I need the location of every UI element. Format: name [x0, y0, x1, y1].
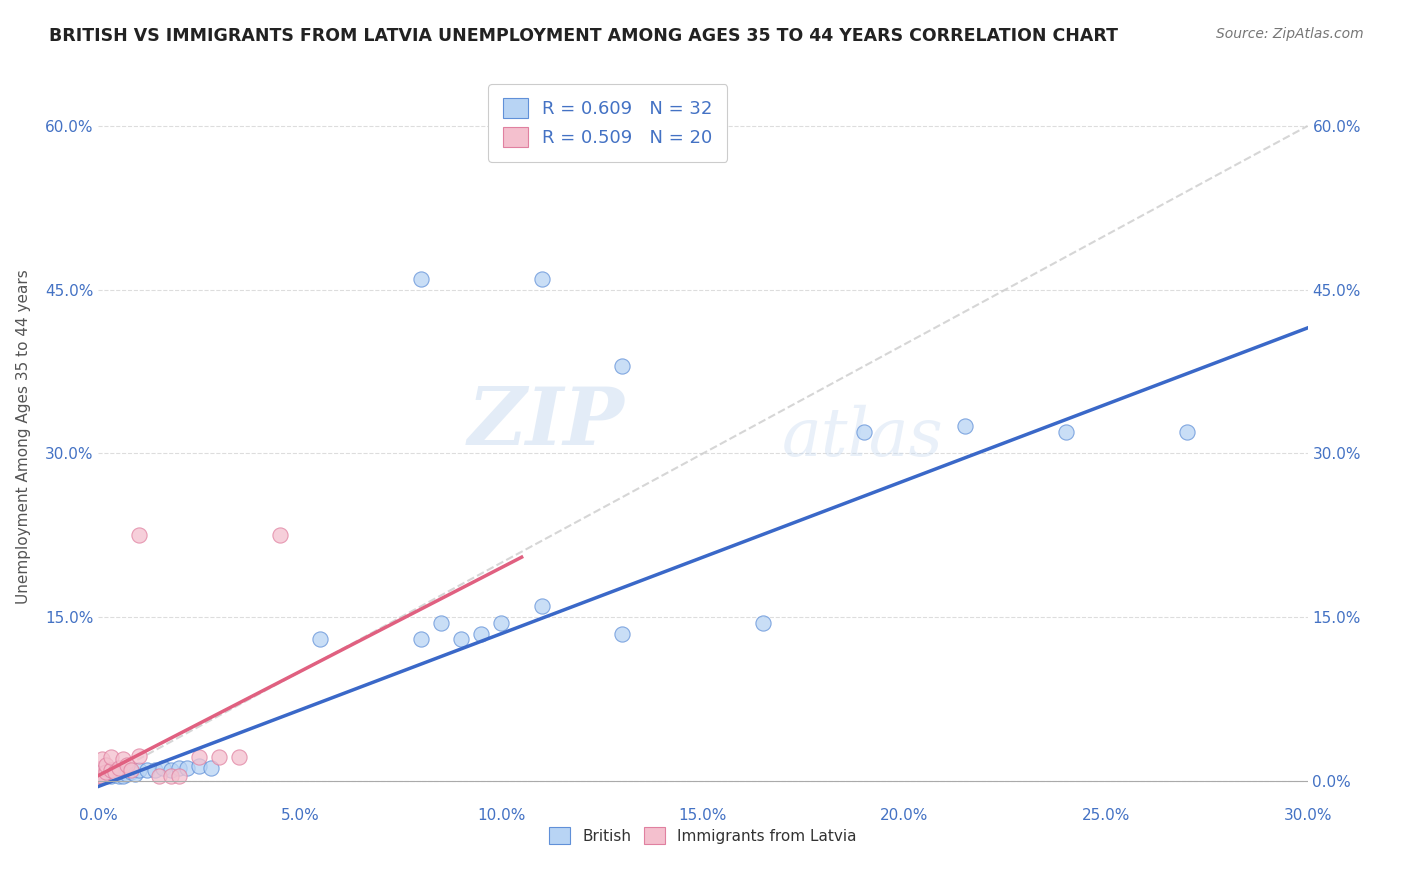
Point — [470, 626, 492, 640]
Point — [208, 750, 231, 764]
Text: ZIP: ZIP — [468, 384, 624, 461]
Point — [120, 765, 142, 780]
Point — [128, 528, 150, 542]
Point — [176, 761, 198, 775]
Point — [91, 763, 114, 777]
Point — [91, 768, 114, 782]
Point — [111, 768, 134, 782]
Text: Source: ZipAtlas.com: Source: ZipAtlas.com — [1216, 27, 1364, 41]
Point — [167, 768, 190, 782]
Point — [160, 763, 183, 777]
Text: BRITISH VS IMMIGRANTS FROM LATVIA UNEMPLOYMENT AMONG AGES 35 TO 44 YEARS CORRELA: BRITISH VS IMMIGRANTS FROM LATVIA UNEMPL… — [49, 27, 1118, 45]
Point — [107, 768, 129, 782]
Point — [309, 632, 332, 646]
Point — [128, 763, 150, 777]
Point — [530, 599, 553, 614]
Point — [96, 768, 118, 782]
Point — [409, 632, 432, 646]
Point — [530, 272, 553, 286]
Point — [491, 615, 513, 630]
Point — [100, 765, 122, 780]
Point — [100, 750, 122, 764]
Point — [188, 758, 211, 772]
Point — [100, 768, 122, 782]
Point — [167, 761, 190, 775]
Point — [228, 750, 250, 764]
Point — [103, 765, 125, 780]
Point — [120, 763, 142, 777]
Point — [115, 757, 138, 772]
Point — [91, 752, 114, 766]
Point — [128, 748, 150, 763]
Point — [752, 615, 775, 630]
Point — [96, 757, 118, 772]
Point — [111, 752, 134, 766]
Point — [430, 615, 453, 630]
Point — [450, 632, 472, 646]
Point — [135, 763, 157, 777]
Point — [143, 763, 166, 777]
Point — [1054, 425, 1077, 439]
Point — [1175, 425, 1198, 439]
Point — [91, 761, 114, 775]
Point — [953, 419, 976, 434]
Point — [96, 765, 118, 780]
Point — [115, 767, 138, 781]
Point — [91, 768, 114, 782]
Point — [160, 768, 183, 782]
Point — [107, 761, 129, 775]
Point — [87, 768, 110, 782]
Point — [269, 528, 291, 542]
Point — [100, 763, 122, 777]
Point — [152, 761, 174, 775]
Text: atlas: atlas — [782, 404, 943, 470]
Point — [124, 767, 146, 781]
Point — [200, 761, 222, 775]
Point — [612, 359, 634, 373]
Point — [148, 768, 170, 782]
Point — [853, 425, 876, 439]
Point — [409, 272, 432, 286]
Point — [188, 750, 211, 764]
Point — [107, 765, 129, 780]
Point — [103, 767, 125, 781]
Point — [612, 626, 634, 640]
Point — [96, 765, 118, 780]
Legend: British, Immigrants from Latvia: British, Immigrants from Latvia — [543, 822, 863, 850]
Y-axis label: Unemployment Among Ages 35 to 44 years: Unemployment Among Ages 35 to 44 years — [17, 269, 31, 605]
